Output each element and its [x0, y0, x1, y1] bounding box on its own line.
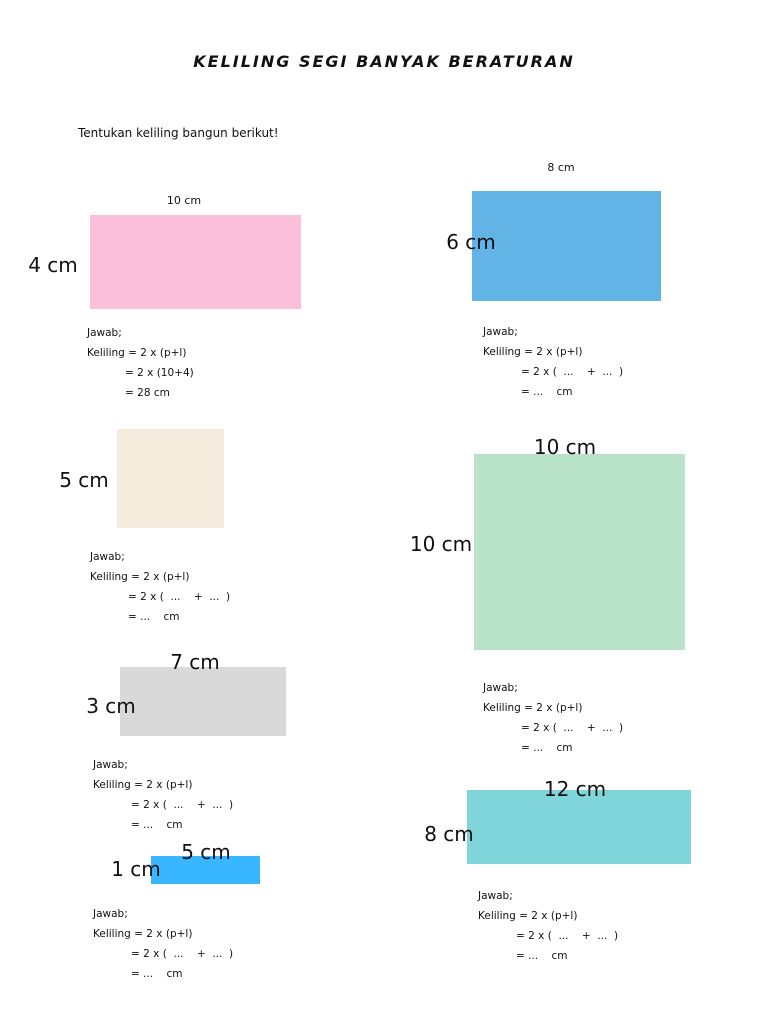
answer-line: = 2 x ( ... + ... ) [521, 366, 624, 378]
answer-line: = 28 cm [125, 387, 170, 399]
width-label: 4 cm [28, 253, 78, 277]
side-label: 5 cm [59, 468, 109, 492]
answer-line: Jawab; [483, 326, 518, 338]
answer-line: = 2 x ( ... + ... ) [131, 948, 234, 960]
instruction: Tentukan keliling bangun berikut! [78, 126, 279, 140]
answer-block: Jawab; Keliling = 2 x (p+l) = 2 x (10+4) = … [87, 323, 194, 403]
answer-line: Keliling = 2 x (p+l) [478, 910, 578, 922]
answer-line: = ... cm [128, 611, 180, 623]
width-label: 1 cm [111, 857, 161, 881]
length-label: 5 cm [181, 840, 231, 864]
length-label: 10 cm [533, 435, 597, 459]
answer-block: Jawab; Keliling = 2 x (p+l) = 2 x ( ... + … [483, 322, 623, 402]
answer-line: = 2 x (10+4) [125, 367, 194, 379]
length-label: 7 cm [170, 650, 220, 674]
answer-line: Keliling = 2 x (p+l) [93, 928, 193, 940]
length-label: 10 cm [166, 194, 202, 207]
answer-block: Jawab; Keliling = 2 x (p+l) = 2 x ( ... + … [93, 755, 233, 835]
rectangle [472, 191, 661, 301]
answer-block: Jawab; Keliling = 2 x (p+l) = 2 x ( ... + … [93, 904, 233, 984]
answer-line: Keliling = 2 x (p+l) [93, 779, 193, 791]
answer-line: Jawab; [93, 759, 128, 771]
answer-line: Jawab; [87, 327, 122, 339]
answer-block: Jawab; Keliling = 2 x (p+l) = 2 x ( ... + … [90, 547, 230, 627]
answer-line: Keliling = 2 x (p+l) [483, 346, 583, 358]
rectangle [151, 856, 260, 884]
answer-line: = ... cm [521, 386, 573, 398]
answer-line: = 2 x ( ... + ... ) [521, 722, 624, 734]
rectangle [467, 790, 691, 864]
answer-block: Jawab; Keliling = 2 x (p+l) = 2 x ( ... + … [483, 678, 623, 758]
answer-line: = ... cm [131, 968, 183, 980]
width-label: 8 cm [424, 822, 474, 846]
square [474, 454, 685, 650]
answer-line: Jawab; [483, 682, 518, 694]
answer-line: Jawab; [93, 908, 128, 920]
rectangle [120, 667, 286, 736]
answer-line: Keliling = 2 x (p+l) [87, 347, 187, 359]
length-label: 8 cm [547, 161, 575, 174]
square [117, 429, 224, 528]
answer-block: Jawab; Keliling = 2 x (p+l) = 2 x ( ... + … [478, 886, 618, 966]
width-label: 6 cm [446, 230, 496, 254]
answer-line: = 2 x ( ... + ... ) [128, 591, 231, 603]
title: KELILING SEGI BANYAK BERATURAN [193, 52, 575, 71]
answer-line: Keliling = 2 x (p+l) [90, 571, 190, 583]
answer-line: = 2 x ( ... + ... ) [131, 799, 234, 811]
width-label: 3 cm [86, 694, 136, 718]
width-label: 10 cm [409, 532, 473, 556]
answer-line: Keliling = 2 x (p+l) [483, 702, 583, 714]
answer-line: Jawab; [478, 890, 513, 902]
rectangle [90, 215, 301, 309]
answer-line: = 2 x ( ... + ... ) [516, 930, 619, 942]
answer-line: = ... cm [516, 950, 568, 962]
answer-line: = ... cm [521, 742, 573, 754]
length-label: 12 cm [543, 777, 607, 801]
answer-line: = ... cm [131, 819, 183, 831]
answer-line: Jawab; [90, 551, 125, 563]
